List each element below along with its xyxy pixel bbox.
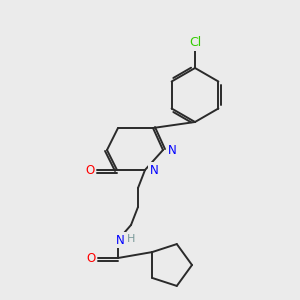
Text: O: O bbox=[85, 164, 94, 176]
Text: O: O bbox=[86, 251, 96, 265]
Text: H: H bbox=[127, 234, 135, 244]
Text: N: N bbox=[150, 164, 158, 176]
Text: N: N bbox=[116, 233, 124, 247]
Text: Cl: Cl bbox=[189, 37, 201, 50]
Text: N: N bbox=[168, 143, 176, 157]
